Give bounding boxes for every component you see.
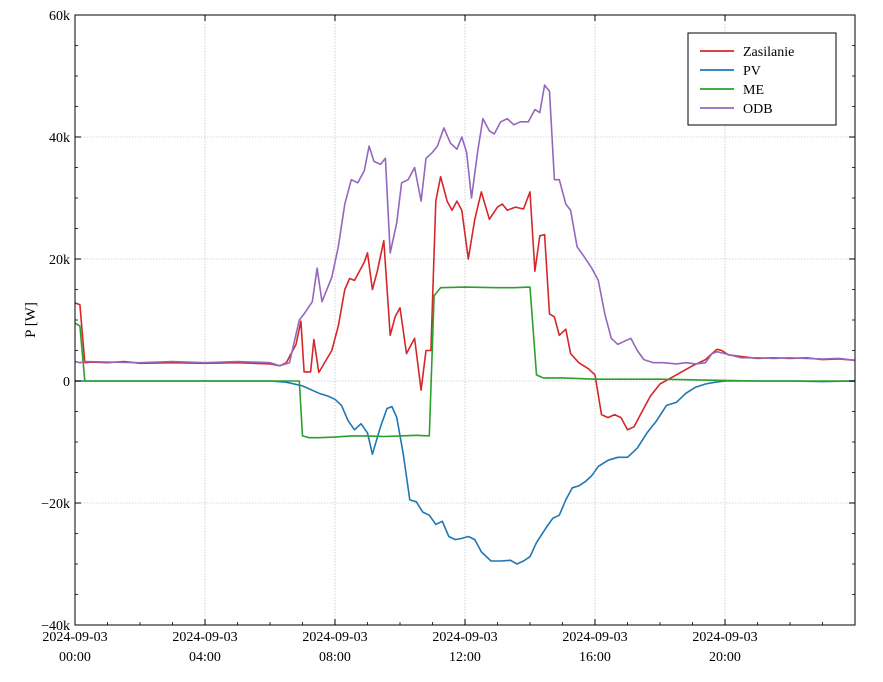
series-lines — [74, 84, 856, 565]
y-tick-label: −20k — [41, 497, 70, 512]
x-tick-date: 2024-09-03 — [692, 630, 757, 645]
y-axis-label: P [W] — [23, 302, 39, 338]
x-tick-date: 2024-09-03 — [562, 630, 627, 645]
legend-label: ODB — [743, 102, 773, 117]
x-tick-time: 08:00 — [319, 650, 351, 665]
legend-label: ME — [743, 83, 764, 98]
x-tick-date: 2024-09-03 — [172, 630, 237, 645]
x-tick-date: 2024-09-03 — [42, 630, 107, 645]
x-tick-time: 12:00 — [449, 650, 481, 665]
legend: Zasilanie PV ME ODB — [687, 32, 837, 126]
legend-box — [687, 32, 837, 126]
x-tick-time: 20:00 — [709, 650, 741, 665]
y-tick-label: 0 — [63, 375, 70, 390]
axis-ticks: 60k40k20k0−20k−40k2024-09-0300:002024-09… — [41, 9, 855, 665]
series-line-odb — [74, 84, 856, 367]
series-line-pv — [75, 380, 856, 565]
y-tick-label: 20k — [49, 253, 70, 268]
x-tick-date: 2024-09-03 — [432, 630, 497, 645]
y-tick-label: 40k — [49, 131, 70, 146]
series-line-me — [74, 286, 855, 439]
x-tick-time: 00:00 — [59, 650, 91, 665]
legend-label: Zasilanie — [743, 45, 794, 60]
x-tick-date: 2024-09-03 — [302, 630, 367, 645]
x-tick-time: 16:00 — [579, 650, 611, 665]
y-tick-label: 60k — [49, 9, 70, 24]
y-tick-label: −40k — [41, 619, 70, 634]
x-tick-time: 04:00 — [189, 650, 221, 665]
legend-label: PV — [743, 64, 761, 79]
